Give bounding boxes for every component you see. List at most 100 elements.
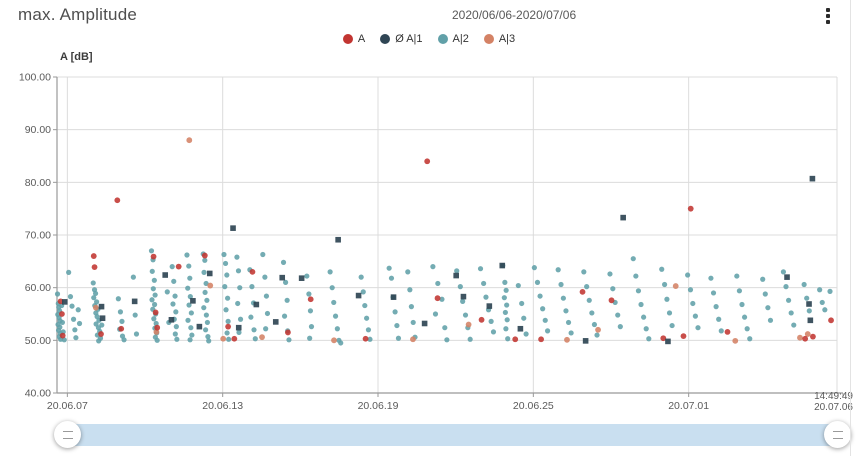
data-point-a-2 bbox=[687, 287, 694, 293]
data-point-a-2 bbox=[148, 248, 155, 254]
data-point-a-2 bbox=[307, 335, 313, 341]
data-point--a-1 bbox=[131, 298, 138, 305]
data-point-a-2 bbox=[119, 318, 125, 324]
legend-item-a[interactable]: A bbox=[342, 33, 365, 45]
data-point-a-2 bbox=[202, 327, 209, 333]
data-point-a-2 bbox=[563, 308, 569, 314]
data-point-a-2 bbox=[154, 337, 160, 343]
data-point-a-2 bbox=[170, 301, 176, 307]
data-point-a-2 bbox=[483, 294, 489, 300]
data-point-a-3 bbox=[410, 336, 416, 343]
data-point-a-2 bbox=[262, 274, 268, 280]
data-point-a-2 bbox=[460, 298, 466, 304]
data-point-a-2 bbox=[477, 266, 484, 272]
data-point-a bbox=[579, 288, 586, 295]
data-point-a-2 bbox=[204, 297, 210, 303]
legend-swatch-icon bbox=[342, 34, 353, 44]
data-point-a-2 bbox=[151, 316, 157, 322]
data-point-a-2 bbox=[610, 286, 616, 292]
data-point-a-2 bbox=[164, 289, 170, 295]
x-axis-end-date-label: 20.07.06 bbox=[814, 402, 853, 413]
data-point-a-2 bbox=[133, 331, 140, 337]
data-point-a-2 bbox=[801, 281, 807, 288]
data-point-a bbox=[434, 295, 441, 302]
data-point-a-2 bbox=[515, 282, 521, 289]
data-point-a bbox=[724, 329, 731, 335]
data-point-a-2 bbox=[490, 329, 497, 335]
data-point-a-2 bbox=[439, 296, 445, 302]
data-point-a-2 bbox=[617, 324, 623, 330]
data-point-a-2 bbox=[454, 268, 460, 274]
data-point-a-2 bbox=[504, 317, 510, 323]
data-point-a-2 bbox=[284, 297, 290, 303]
data-point-a-2 bbox=[224, 272, 230, 278]
data-point--a-1 bbox=[298, 275, 305, 281]
legend-item-a-3[interactable]: A|3 bbox=[483, 33, 515, 45]
data-point-a bbox=[362, 335, 369, 342]
data-point-a bbox=[810, 333, 816, 340]
data-point-a bbox=[154, 324, 161, 331]
datazoom-track[interactable] bbox=[60, 424, 846, 446]
data-point-a-2 bbox=[99, 322, 105, 328]
data-point-a bbox=[478, 316, 485, 323]
data-point-a-2 bbox=[186, 302, 192, 308]
data-point-a-3 bbox=[465, 321, 472, 328]
data-point-a-2 bbox=[565, 319, 572, 326]
data-point-a-2 bbox=[540, 306, 546, 312]
data-point--a-1 bbox=[665, 338, 671, 345]
data-point-a-2 bbox=[669, 322, 675, 329]
data-point-a-2 bbox=[201, 269, 207, 275]
data-point-a bbox=[90, 253, 97, 259]
data-point-a-2 bbox=[235, 268, 242, 274]
data-point-a-2 bbox=[152, 292, 158, 298]
data-point--a-1 bbox=[279, 274, 286, 281]
data-point-a-2 bbox=[222, 284, 228, 290]
data-point-a-2 bbox=[234, 254, 240, 260]
data-point-a-2 bbox=[92, 290, 99, 297]
data-point-a bbox=[98, 331, 104, 337]
data-point-a-2 bbox=[584, 284, 590, 290]
data-point-a bbox=[538, 336, 545, 343]
data-point-a-2 bbox=[739, 301, 745, 308]
data-point-a-2 bbox=[643, 326, 649, 332]
data-point-a-2 bbox=[224, 330, 230, 336]
data-point-a bbox=[201, 252, 208, 259]
data-point-a-2 bbox=[280, 259, 287, 265]
data-point-a bbox=[59, 311, 65, 317]
legend-item-a-2[interactable]: A|2 bbox=[437, 33, 469, 45]
legend-item--a-1[interactable]: Ø A|1 bbox=[380, 33, 423, 45]
data-point-a-2 bbox=[783, 284, 789, 290]
data-point-a-2 bbox=[66, 269, 72, 275]
data-point--a-1 bbox=[235, 324, 242, 331]
data-point-a-2 bbox=[225, 295, 231, 301]
data-point-a bbox=[687, 205, 694, 212]
data-point-a-2 bbox=[690, 300, 696, 307]
data-point-a-3 bbox=[804, 331, 811, 337]
data-point-a-2 bbox=[817, 287, 823, 293]
data-point-a-2 bbox=[734, 273, 740, 279]
data-point-a-2 bbox=[362, 302, 368, 309]
data-point-a-2 bbox=[201, 305, 207, 311]
data-point-a-2 bbox=[69, 303, 75, 309]
data-point-a-2 bbox=[223, 307, 229, 313]
data-point--a-1 bbox=[272, 319, 279, 325]
data-point-a-2 bbox=[519, 300, 525, 307]
data-point-a bbox=[680, 333, 687, 340]
data-point-a-2 bbox=[54, 291, 61, 297]
data-point-a-2 bbox=[568, 330, 574, 336]
data-point-a-2 bbox=[90, 280, 96, 286]
data-point-a-3 bbox=[207, 282, 214, 289]
datazoom-handle-right[interactable] bbox=[824, 421, 851, 448]
data-point-a-2 bbox=[221, 251, 227, 258]
data-point-a-2 bbox=[521, 315, 527, 321]
datazoom-handle-left[interactable] bbox=[54, 421, 81, 448]
kebab-menu-icon[interactable] bbox=[818, 5, 838, 27]
data-point-a-2 bbox=[150, 286, 156, 292]
data-point-a bbox=[608, 297, 615, 304]
data-point-a-2 bbox=[115, 296, 121, 302]
y-axis-tick-label: 70.00 bbox=[25, 230, 51, 242]
data-point-a-2 bbox=[806, 308, 812, 314]
data-point-a-2 bbox=[819, 299, 825, 306]
y-axis-tick-label: 100.00 bbox=[19, 72, 51, 84]
